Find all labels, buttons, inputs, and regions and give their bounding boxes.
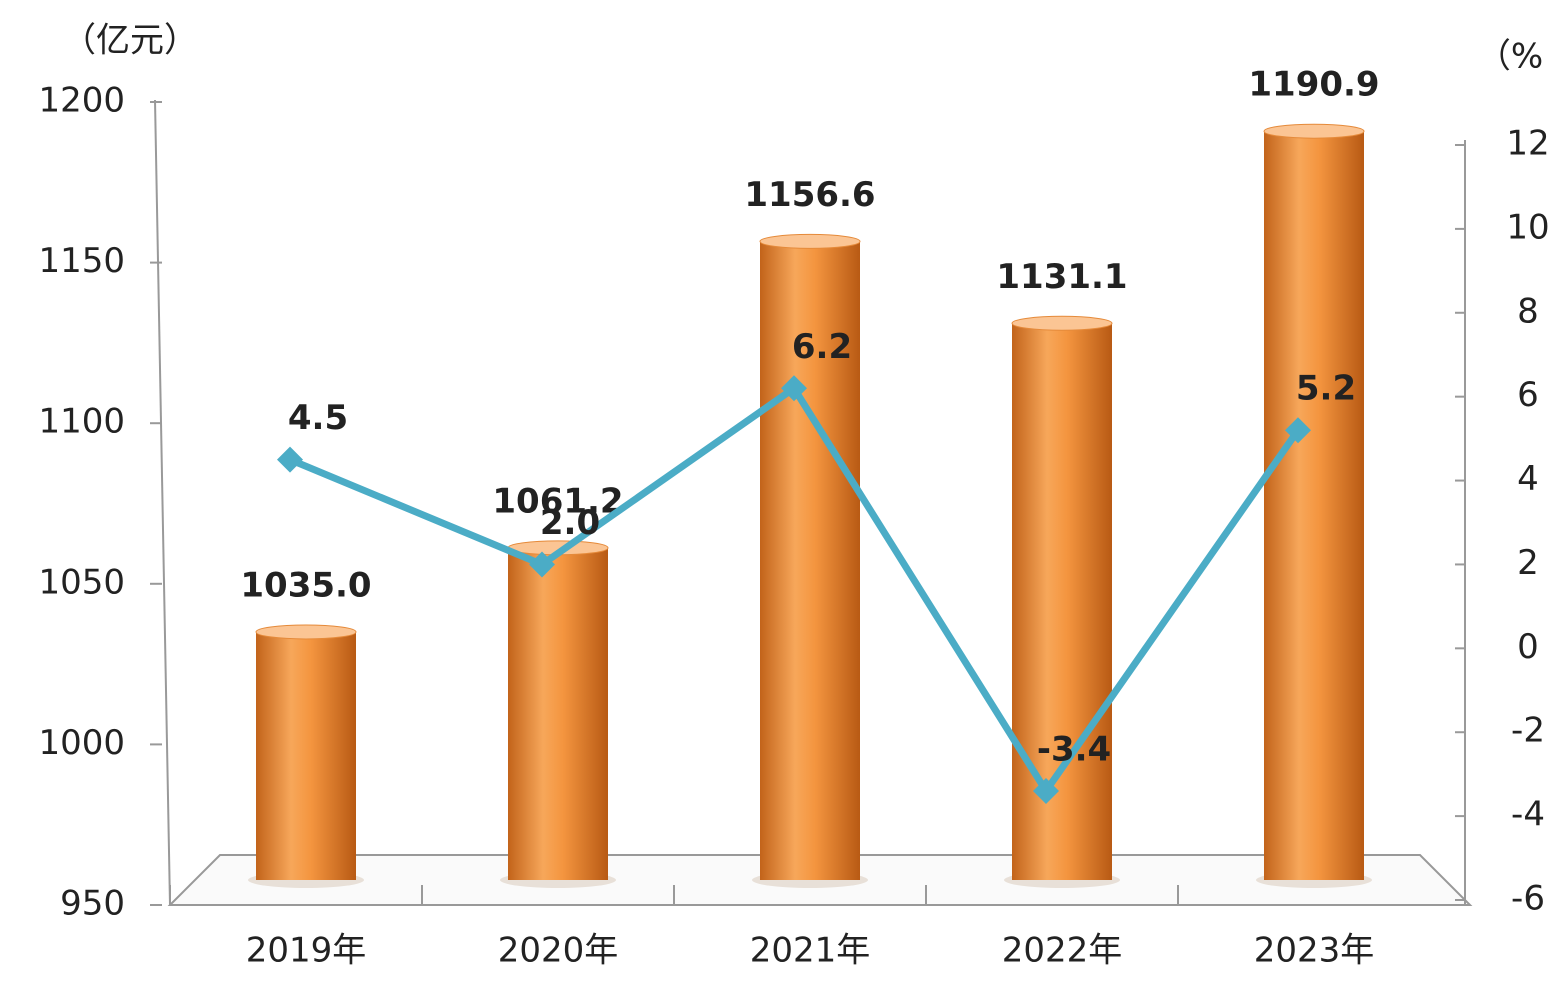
bar xyxy=(508,547,608,880)
y2-tick-label: -2 xyxy=(1511,711,1545,751)
y-tick-label: 1150 xyxy=(38,241,125,281)
value-label: 4.5 xyxy=(288,398,348,438)
x-tick-label: 2020年 xyxy=(498,931,619,971)
y2-tick-label: 4 xyxy=(1517,459,1539,499)
value-label: 2.0 xyxy=(540,503,600,543)
bar-top xyxy=(255,624,357,640)
bar xyxy=(1012,323,1112,881)
line-marker xyxy=(277,446,303,473)
y-tick-label: 1200 xyxy=(38,81,125,121)
line-marker xyxy=(1033,777,1059,804)
y-axis-line xyxy=(154,99,171,906)
value-label: 6.2 xyxy=(792,327,852,367)
value-label: 1061.2 xyxy=(492,481,623,521)
y-tick-label: 1050 xyxy=(38,562,125,602)
y2-tick-label: 8 xyxy=(1517,291,1539,331)
line-marker xyxy=(781,375,807,402)
bar xyxy=(760,241,860,880)
value-label: 1035.0 xyxy=(240,565,371,605)
x-tick-label: 2021年 xyxy=(750,931,871,971)
y2-tick-label: 6 xyxy=(1517,375,1539,415)
y2-tick-label: 0 xyxy=(1517,627,1539,667)
y-tick-label: 1000 xyxy=(38,723,125,763)
y2-tick-label: 12 xyxy=(1506,124,1549,164)
x-tick-label: 2022年 xyxy=(1002,931,1123,971)
y2-tick-label: 2 xyxy=(1517,543,1539,583)
value-label: 1156.6 xyxy=(744,175,875,215)
x-tick-label: 2023年 xyxy=(1254,931,1375,971)
value-label: 1190.9 xyxy=(1248,65,1379,105)
y2-tick-label: -4 xyxy=(1511,795,1545,835)
bar xyxy=(256,631,356,880)
y2-tick-label: 10 xyxy=(1506,207,1549,247)
y2-tick-label: -6 xyxy=(1511,879,1545,919)
bar xyxy=(1264,131,1364,881)
bar-top xyxy=(759,233,861,249)
y-tick-label: 1100 xyxy=(38,402,125,442)
y-tick-label: 950 xyxy=(60,884,125,924)
value-label: 1131.1 xyxy=(996,257,1127,297)
bar-top xyxy=(1011,315,1113,331)
value-label: -3.4 xyxy=(1037,729,1111,769)
line-marker xyxy=(1285,417,1311,444)
x-tick-label: 2019年 xyxy=(246,931,367,971)
y2-axis-label: （% xyxy=(1477,37,1543,77)
bar-top xyxy=(1263,123,1365,139)
y-axis-label: （亿元） xyxy=(62,21,198,61)
line-marker xyxy=(529,551,555,578)
value-label: 5.2 xyxy=(1296,369,1356,409)
